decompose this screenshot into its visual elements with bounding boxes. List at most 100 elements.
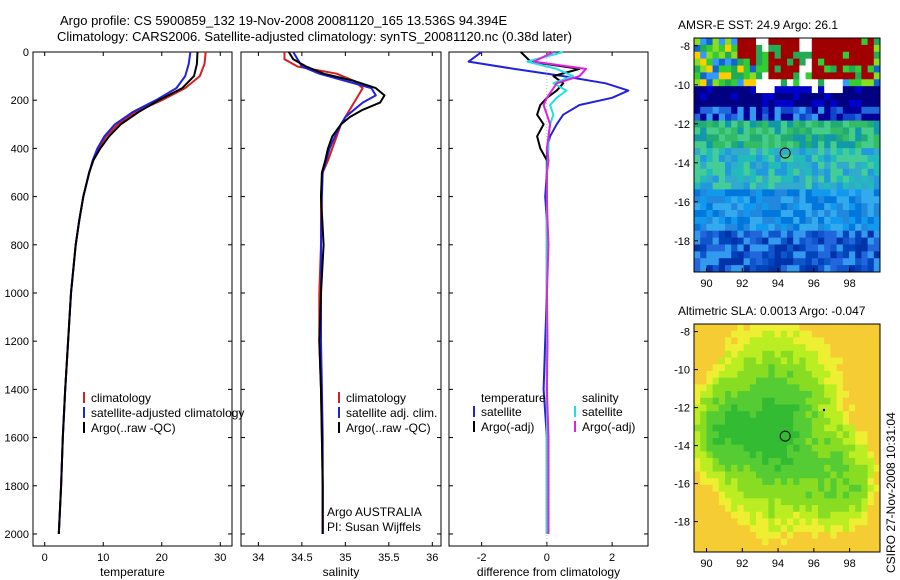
map-cell bbox=[706, 93, 714, 101]
map-cell bbox=[780, 223, 788, 232]
map-cell bbox=[873, 384, 881, 392]
map-cell bbox=[842, 38, 850, 46]
map-cell bbox=[706, 120, 714, 128]
map-cell bbox=[743, 196, 751, 204]
map-cell bbox=[700, 417, 707, 426]
map-cell bbox=[756, 404, 763, 412]
map-cell bbox=[762, 38, 769, 46]
legend-item: climatology bbox=[346, 391, 406, 405]
map-ytick-label: -10 bbox=[674, 365, 690, 377]
map-cell bbox=[756, 230, 763, 239]
map-cell bbox=[805, 127, 813, 135]
map-cell bbox=[725, 127, 732, 135]
map-xtick-label: 98 bbox=[843, 278, 855, 290]
map-cell bbox=[756, 182, 763, 190]
map-cell bbox=[799, 397, 807, 405]
map-cell bbox=[756, 471, 763, 479]
map-cell bbox=[725, 120, 732, 128]
map-cell bbox=[768, 161, 776, 170]
map-cell bbox=[700, 223, 707, 232]
map-cell bbox=[811, 93, 819, 101]
map-cell bbox=[762, 86, 769, 94]
map-cell bbox=[873, 377, 881, 385]
map-cell bbox=[718, 38, 726, 46]
map-cell bbox=[700, 324, 707, 332]
map-cell bbox=[749, 324, 757, 332]
map-cell bbox=[700, 79, 707, 87]
map-cell bbox=[830, 265, 838, 273]
map-cell bbox=[756, 237, 763, 245]
map-cell bbox=[762, 451, 769, 459]
map-cell bbox=[861, 458, 869, 466]
map-cell bbox=[849, 86, 856, 94]
map-cell bbox=[774, 72, 782, 80]
map-cell bbox=[756, 155, 763, 163]
map-cell bbox=[768, 79, 776, 87]
map-cell bbox=[718, 464, 726, 473]
map-cell bbox=[762, 525, 769, 533]
map-cell bbox=[731, 38, 738, 46]
map-ytick-label: -16 bbox=[674, 479, 690, 491]
map-cell bbox=[793, 196, 800, 204]
map-cell bbox=[756, 203, 763, 211]
map-cell bbox=[725, 344, 732, 352]
map-cell bbox=[749, 230, 757, 239]
map-cell bbox=[700, 72, 707, 80]
map-cell bbox=[762, 411, 769, 419]
map-cell bbox=[737, 545, 745, 553]
map-cell bbox=[873, 505, 881, 513]
map-cell bbox=[731, 65, 738, 73]
map-cell bbox=[731, 106, 738, 115]
map-cell bbox=[725, 141, 732, 149]
map-cell bbox=[706, 458, 714, 466]
map-cell bbox=[811, 51, 819, 60]
map-cell bbox=[780, 230, 788, 239]
map-cell bbox=[749, 404, 757, 412]
map-cell bbox=[743, 511, 751, 519]
map-cell bbox=[694, 203, 701, 211]
map-cell bbox=[799, 155, 807, 163]
map-cell bbox=[842, 377, 850, 385]
map-cell bbox=[849, 451, 856, 459]
map-cell bbox=[712, 511, 720, 519]
map-cell bbox=[725, 93, 732, 101]
map-cell bbox=[824, 258, 831, 266]
map-cell bbox=[855, 478, 862, 486]
map-cell bbox=[749, 72, 757, 80]
map-cell bbox=[712, 471, 720, 479]
map-cell bbox=[824, 161, 831, 170]
map-cell bbox=[849, 141, 856, 149]
map-cell bbox=[830, 175, 838, 184]
map-cell bbox=[793, 237, 800, 245]
map-cell bbox=[737, 471, 745, 479]
map-cell bbox=[799, 391, 807, 399]
map-cell bbox=[824, 72, 831, 80]
map-cell bbox=[867, 161, 875, 170]
map-cell bbox=[805, 175, 813, 184]
map-cell bbox=[731, 404, 738, 412]
map-cell bbox=[774, 478, 782, 486]
map-cell bbox=[756, 216, 763, 225]
map-cell bbox=[774, 464, 782, 473]
map-cell bbox=[694, 210, 701, 218]
map-cell bbox=[873, 350, 881, 359]
map-cell bbox=[849, 99, 856, 108]
map-cell bbox=[731, 525, 738, 533]
map-cell bbox=[700, 511, 707, 519]
map-cell bbox=[749, 51, 757, 60]
xtick-label: 34.5 bbox=[291, 552, 312, 564]
map-cell bbox=[743, 404, 751, 412]
map-cell bbox=[731, 431, 738, 439]
map-cell bbox=[694, 72, 701, 80]
map-cell bbox=[861, 518, 869, 526]
map-cell bbox=[849, 330, 856, 338]
map-cell bbox=[861, 370, 869, 379]
map-xtick-label: 96 bbox=[808, 558, 820, 570]
map-cell bbox=[712, 237, 720, 245]
map-cell bbox=[849, 350, 856, 359]
map-cell bbox=[818, 498, 825, 506]
map-cell bbox=[743, 58, 751, 67]
map-cell bbox=[861, 99, 869, 108]
map-xtick-label: 92 bbox=[736, 558, 748, 570]
map-cell bbox=[849, 120, 856, 128]
